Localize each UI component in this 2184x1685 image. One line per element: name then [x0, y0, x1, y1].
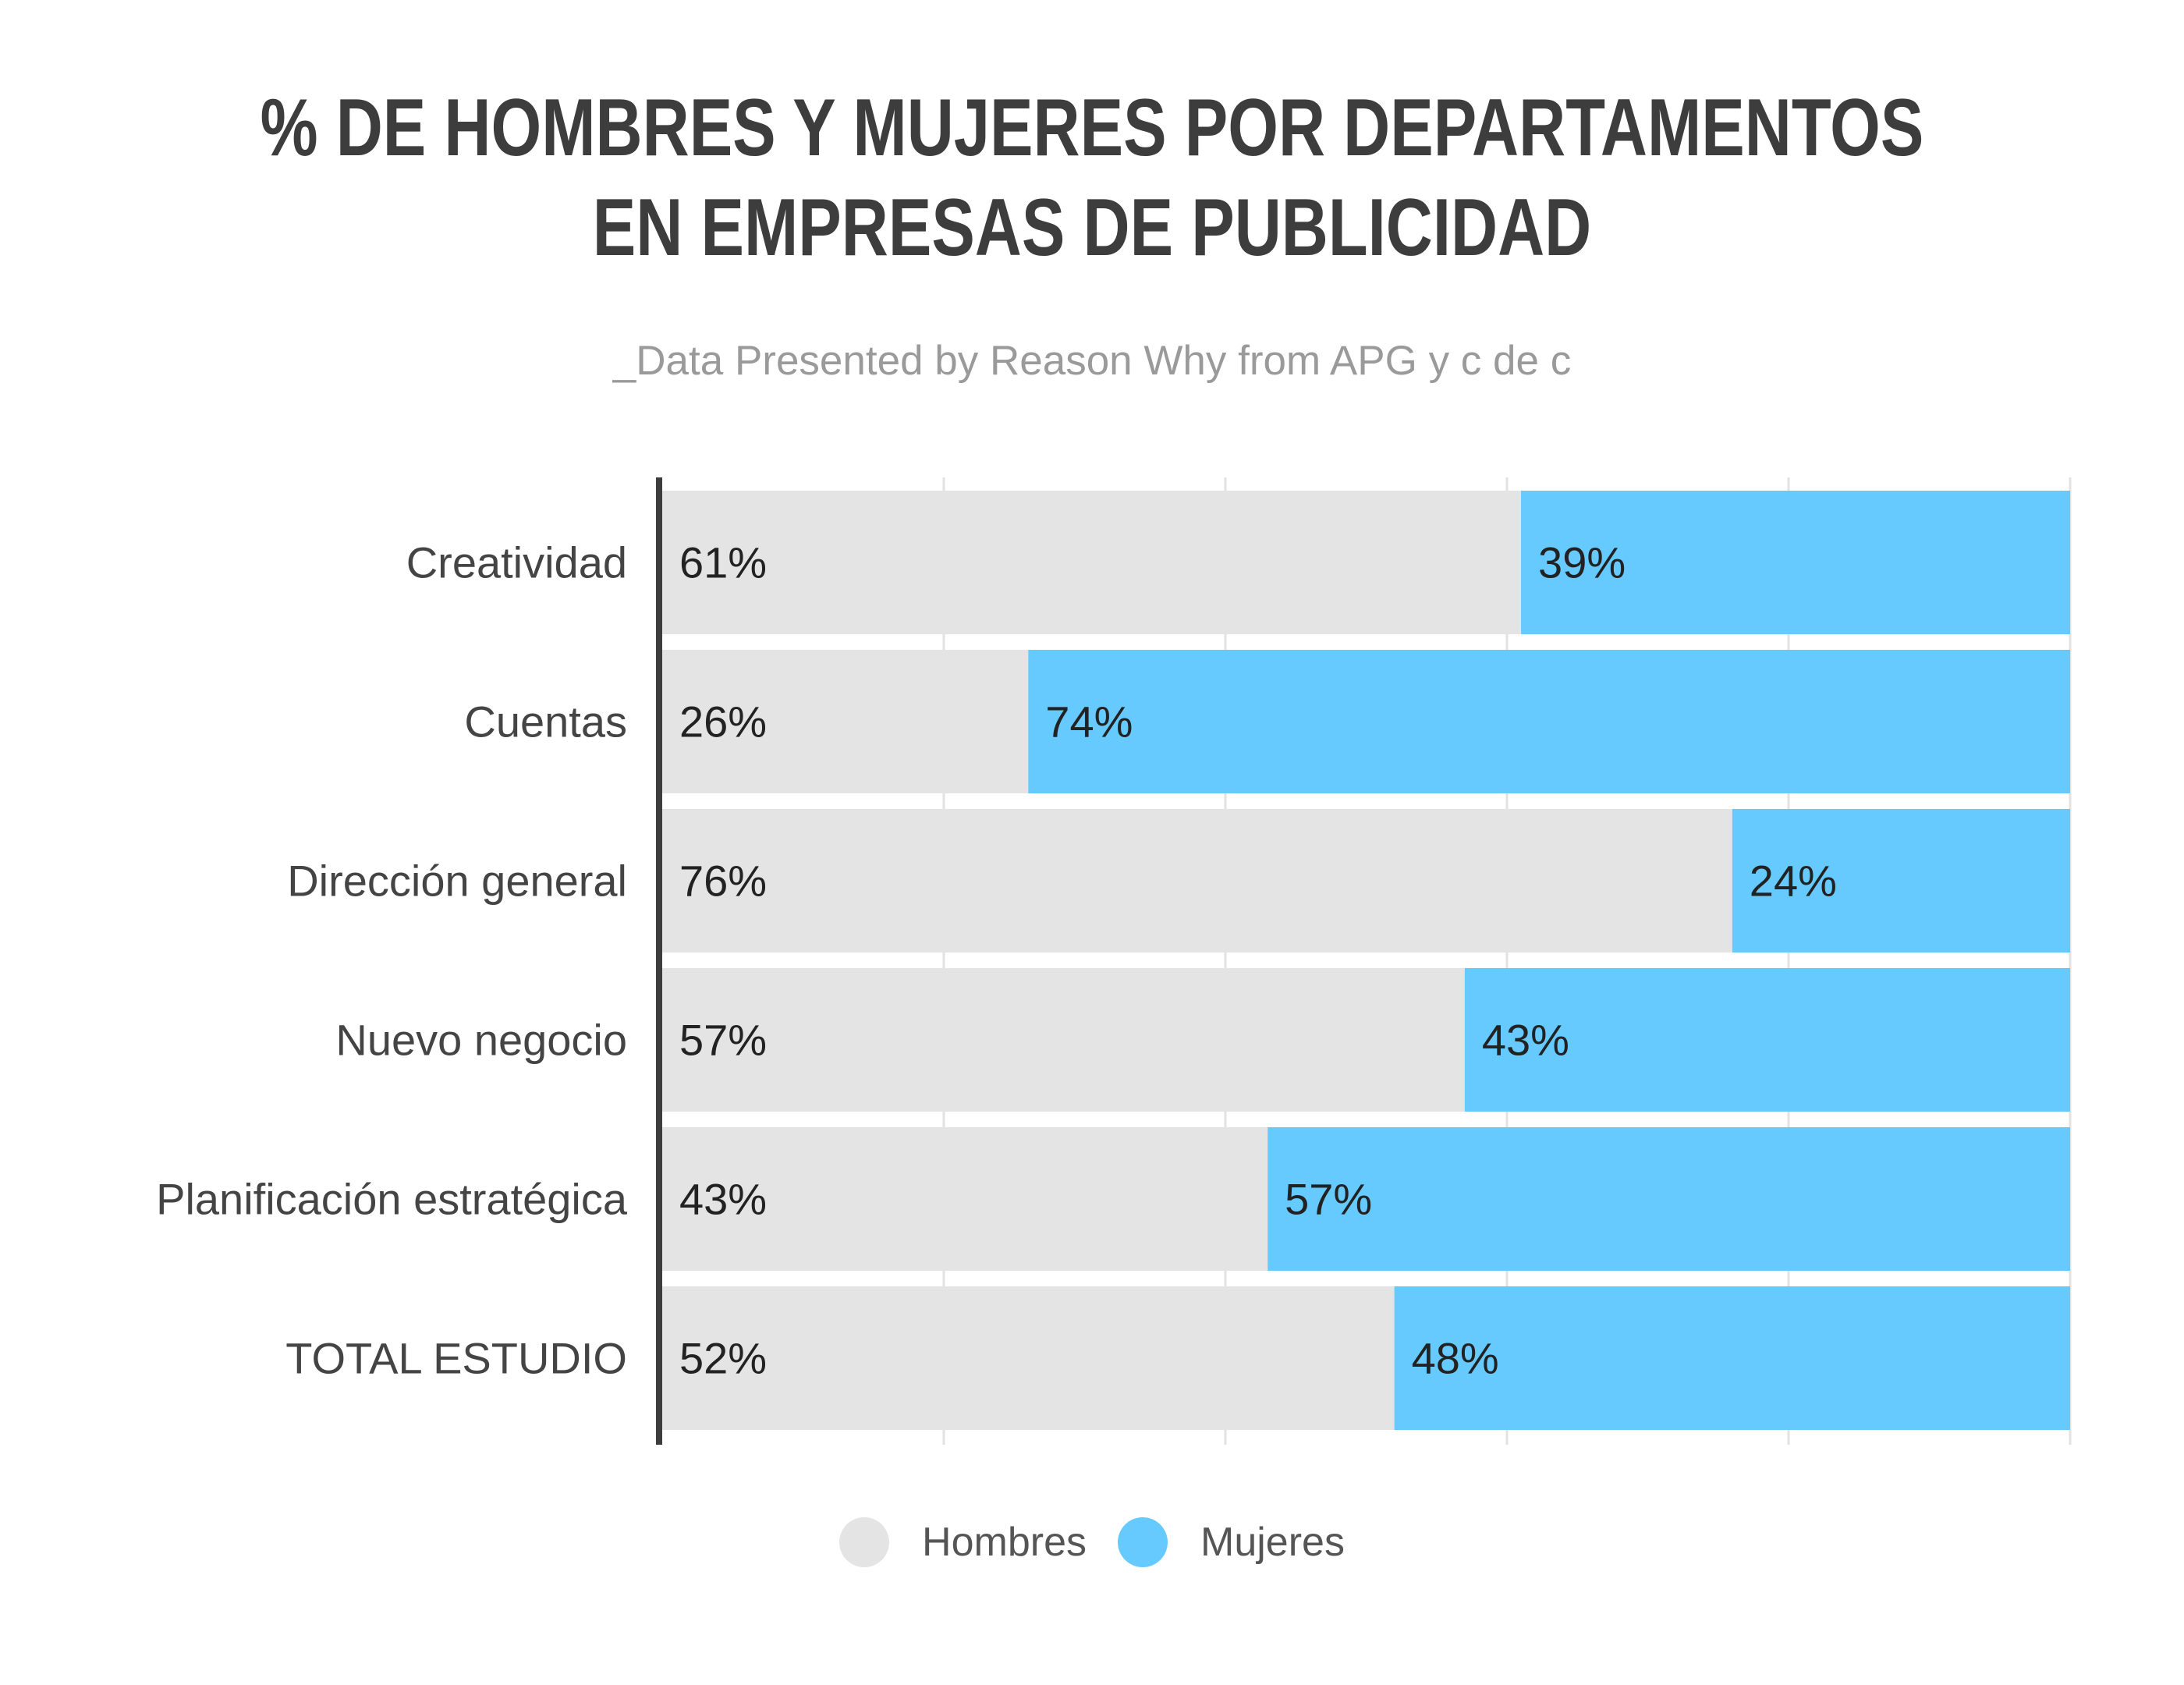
data-label-hombres: 43% [679, 1175, 767, 1224]
legend-label-hombres: Hombres [922, 1520, 1087, 1565]
bar-hombres [662, 1127, 1268, 1271]
legend-swatch-mujeres [1118, 1517, 1168, 1567]
data-label-mujeres: 74% [1045, 697, 1133, 747]
legend: Hombres Mujeres [0, 1517, 2184, 1567]
bar-hombres [662, 491, 1522, 634]
bar-hombres [662, 809, 1732, 952]
bar-mujeres [1464, 968, 2070, 1112]
data-label-mujeres: 24% [1750, 857, 1837, 906]
bar-mujeres [1732, 809, 2070, 952]
data-label-hombres: 76% [679, 857, 767, 906]
bar-hombres [662, 650, 1029, 793]
category-label: Dirección general [287, 857, 627, 906]
data-label-hombres: 57% [679, 1016, 767, 1065]
chart-title: % DE HOMBRES Y MUJERES POR DEPARTAMENTOS… [218, 78, 1966, 278]
data-label-hombres: 52% [679, 1334, 767, 1383]
chart-title-line-2: EN EMPRESAS DE PUBLICIDAD [592, 183, 1592, 273]
data-label-mujeres: 43% [1482, 1016, 1569, 1065]
bar-mujeres [1394, 1286, 2070, 1430]
category-label: TOTAL ESTUDIO [285, 1334, 627, 1383]
category-label: Creatividad [406, 538, 627, 587]
legend-swatch-hombres [839, 1517, 890, 1567]
category-label: Cuentas [464, 697, 627, 747]
bar-mujeres [1521, 491, 2070, 634]
bar-chart: 61% 39% Creatividad 26% 74% Cuentas 76% 24% Dire… [156, 477, 2072, 1445]
category-label: Planificación estratégica [156, 1175, 628, 1224]
data-label-mujeres: 39% [1538, 538, 1626, 587]
chart-subtitle: _Data Presented by Reason Why from APG y… [612, 338, 1572, 384]
category-label: Nuevo negocio [335, 1016, 627, 1065]
data-label-hombres: 61% [679, 538, 767, 587]
data-label-hombres: 26% [679, 697, 767, 747]
bar-hombres [662, 968, 1465, 1112]
chart-title-line-1: % DE HOMBRES Y MUJERES POR DEPARTAMENTOS [260, 83, 1924, 173]
data-label-mujeres: 57% [1285, 1175, 1372, 1224]
bar-hombres [662, 1286, 1395, 1430]
legend-item-hombres: Hombres [839, 1517, 1087, 1567]
legend-item-mujeres: Mujeres [1118, 1517, 1345, 1567]
bar-mujeres [1268, 1127, 2070, 1271]
bar-mujeres [1028, 650, 2070, 793]
data-label-mujeres: 48% [1412, 1334, 1499, 1383]
legend-label-mujeres: Mujeres [1200, 1520, 1345, 1565]
